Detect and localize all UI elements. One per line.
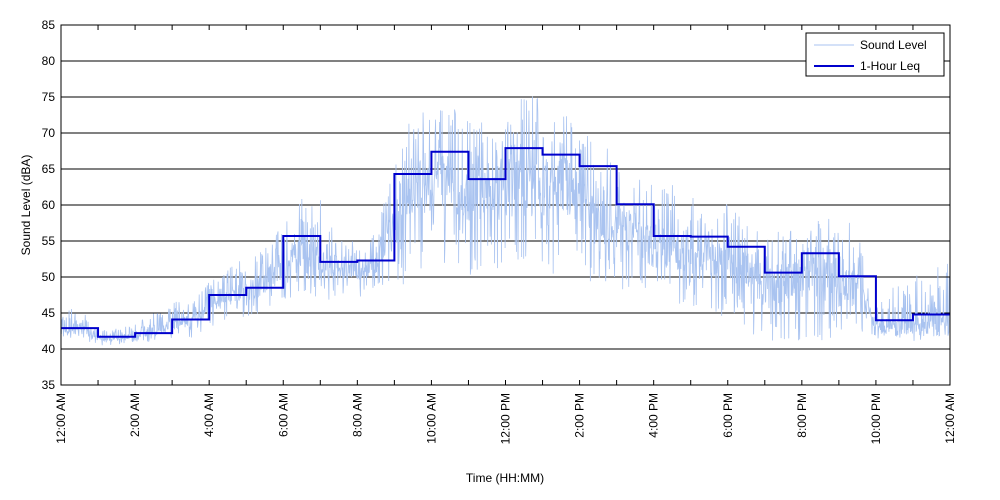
y-tick-label: 45 [42,306,56,320]
leq-step-line [61,147,950,338]
x-tick-label: 12:00 AM [54,393,68,444]
y-tick-label: 40 [42,342,56,356]
y-tick-label: 50 [42,270,56,284]
x-tick-label: 2:00 AM [128,393,142,437]
x-tick-label: 10:00 PM [869,393,883,444]
y-tick-label: 65 [42,162,56,176]
legend: Sound Level 1-Hour Leq [805,32,945,77]
y-axis-label: Sound Level (dBA) [19,155,33,256]
y-axis: 35 40 45 50 55 60 65 70 75 80 85 [42,18,950,392]
x-tick-label: 8:00 AM [350,393,364,437]
x-axis-label: Time (HH:MM) [466,471,544,485]
y-tick-label: 80 [42,54,56,68]
x-tick-label: 2:00 PM [573,393,587,438]
x-tick-label: 6:00 AM [276,393,290,437]
series-1-hour-leq [61,147,950,338]
y-tick-label: 55 [42,234,56,248]
y-tick-label: 70 [42,126,56,140]
x-tick-label: 12:00 PM [499,393,513,444]
legend-label-sound-level: Sound Level [860,38,927,52]
y-tick-label: 85 [42,18,56,32]
x-tick-label: 4:00 PM [647,393,661,438]
x-axis: 12:00 AM 2:00 AM 4:00 AM 6:00 AM 8:00 AM 10:0… [54,25,957,444]
x-tick-label: 6:00 PM [721,393,735,438]
x-tick-label: 12:00 AM [943,393,957,444]
y-tick-label: 75 [42,90,56,104]
legend-box [805,32,945,77]
legend-label-1-hour-leq: 1-Hour Leq [860,59,920,73]
x-tick-label: 4:00 AM [202,393,216,437]
x-tick-label: 10:00 AM [424,393,438,444]
y-tick-label: 35 [42,378,56,392]
x-tick-label: 8:00 PM [795,393,809,438]
y-tick-label: 60 [42,198,56,212]
